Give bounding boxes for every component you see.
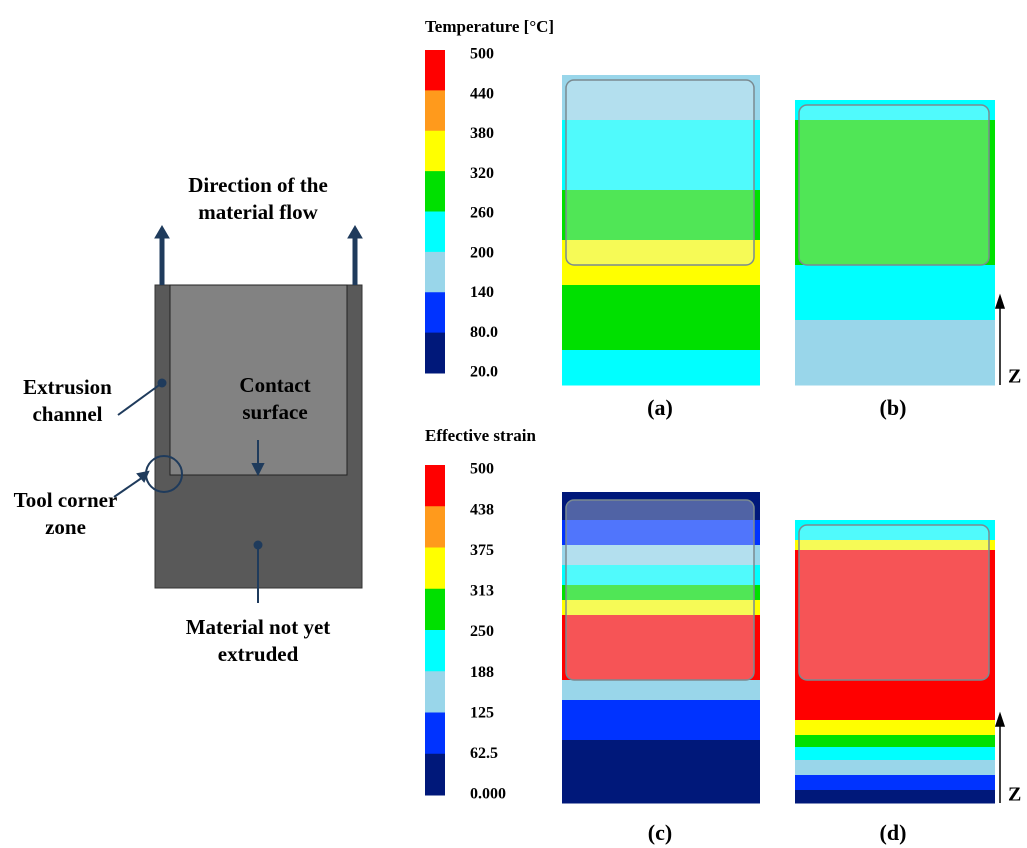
panel-label: (a) bbox=[647, 395, 673, 420]
material-label: Material not yet extruded bbox=[168, 614, 348, 668]
legend-band bbox=[425, 713, 445, 755]
legend-band bbox=[425, 333, 445, 374]
legend-label: 140 bbox=[470, 284, 494, 301]
flow-label: Direction of the material flow bbox=[168, 172, 348, 226]
legend-label: 260 bbox=[470, 205, 494, 222]
legend-band bbox=[425, 465, 445, 507]
legend-label: 375 bbox=[470, 542, 494, 559]
contour-band bbox=[795, 775, 995, 791]
contour-band bbox=[562, 350, 760, 386]
legend-band bbox=[425, 754, 445, 796]
legend-label: 313 bbox=[470, 583, 494, 600]
flow-arrows bbox=[155, 226, 362, 285]
panel-label: (b) bbox=[880, 395, 907, 420]
legend-band bbox=[425, 630, 445, 672]
legend-band bbox=[425, 548, 445, 590]
contour-band bbox=[795, 747, 995, 761]
z-arrows bbox=[996, 296, 1004, 803]
legend-label: 125 bbox=[470, 704, 494, 721]
legend-band bbox=[425, 90, 445, 131]
legend-band bbox=[425, 50, 445, 91]
legend-band bbox=[425, 171, 445, 212]
legend-label: 188 bbox=[470, 664, 494, 681]
channel-label: Extrusion channel bbox=[10, 374, 125, 428]
contour-band bbox=[795, 265, 995, 321]
contour-band bbox=[562, 740, 760, 804]
tool-overlay bbox=[566, 500, 754, 680]
legend-band bbox=[425, 212, 445, 253]
tool-overlay bbox=[799, 105, 989, 265]
legend-label: 62.5 bbox=[470, 745, 498, 762]
contour-band bbox=[795, 735, 995, 748]
legend-band bbox=[425, 292, 445, 333]
legend-label: 200 bbox=[470, 244, 494, 261]
contact-label: Contact surface bbox=[225, 372, 325, 426]
z-label: Z bbox=[1008, 366, 1021, 388]
panel-label: (d) bbox=[880, 820, 907, 845]
legend-label: 0.000 bbox=[470, 786, 506, 803]
legend-band bbox=[425, 671, 445, 713]
legend-band bbox=[425, 131, 445, 172]
contour-band bbox=[562, 700, 760, 741]
contour-band bbox=[562, 285, 760, 351]
contour-band bbox=[795, 320, 995, 386]
strain-title: Effective strain bbox=[425, 426, 536, 445]
z-label: Z bbox=[1008, 784, 1021, 806]
legend-label: 250 bbox=[470, 623, 494, 640]
legend-label: 500 bbox=[470, 46, 494, 63]
legend-label: 500 bbox=[470, 461, 494, 478]
contour-band bbox=[562, 680, 760, 701]
legend-label: 20.0 bbox=[470, 364, 498, 381]
tool-overlay bbox=[799, 525, 989, 680]
figure-graphics: Temperature [°C] Effective strain Z Z 50… bbox=[0, 0, 1027, 848]
legend-band bbox=[425, 252, 445, 293]
panel-label: (c) bbox=[648, 820, 672, 845]
contour-band bbox=[795, 760, 995, 776]
contour-band bbox=[795, 790, 995, 804]
tool-overlay bbox=[566, 80, 754, 265]
legend-label: 438 bbox=[470, 501, 494, 518]
contour-band bbox=[795, 720, 995, 736]
corner-label: Tool corner zone bbox=[8, 487, 123, 541]
legend-label: 80.0 bbox=[470, 324, 498, 341]
legend-label: 440 bbox=[470, 85, 494, 102]
legend-label: 320 bbox=[470, 165, 494, 182]
temperature-title: Temperature [°C] bbox=[425, 17, 554, 36]
legend-label: 380 bbox=[470, 125, 494, 142]
figure: Temperature [°C] Effective strain Z Z 50… bbox=[0, 0, 1027, 848]
legend-band bbox=[425, 589, 445, 631]
legend-band bbox=[425, 506, 445, 548]
